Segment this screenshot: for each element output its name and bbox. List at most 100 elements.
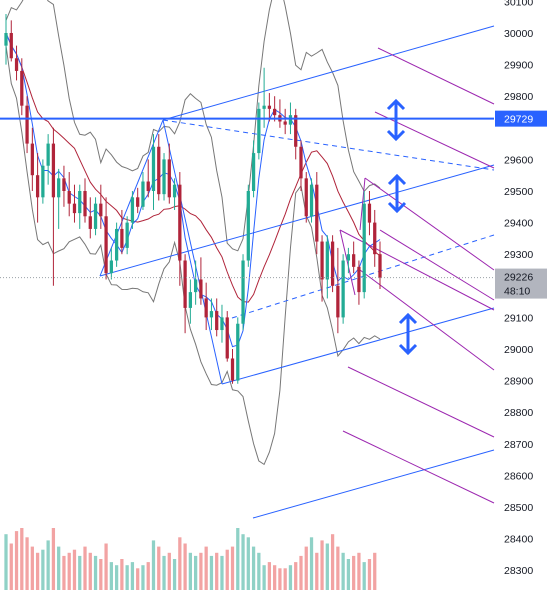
- volume-bar: [20, 528, 24, 590]
- candle: [257, 102, 261, 160]
- price-tick-label: 28500: [504, 502, 533, 514]
- candle: [4, 14, 8, 65]
- candle: [315, 172, 319, 255]
- candle-body: [141, 181, 145, 207]
- volume-bar: [352, 555, 356, 590]
- volume-bar: [172, 559, 177, 590]
- candle-body: [35, 175, 40, 198]
- price-tick-label: 30100: [504, 0, 533, 8]
- volume-bar: [194, 555, 198, 590]
- candle-body: [162, 159, 166, 195]
- volume-bar: [304, 546, 308, 590]
- candle-body: [93, 203, 98, 229]
- volume-bar: [109, 562, 113, 590]
- volume-bar: [130, 562, 135, 590]
- candle: [309, 178, 314, 223]
- candle-body: [257, 108, 261, 154]
- drawing-tools[interactable]: [99, 25, 495, 519]
- candle: [72, 184, 77, 223]
- candle-body: [178, 184, 182, 261]
- candle: [151, 134, 156, 210]
- volume-bar: [294, 562, 298, 590]
- volume-bar: [141, 565, 145, 590]
- price-axis[interactable]: 30100 30000 29900 29800 29600 29500 29400 29300…: [495, 0, 547, 577]
- candle: [251, 140, 256, 198]
- volume-bar: [320, 540, 324, 590]
- volume-bar: [51, 528, 56, 590]
- candle: [215, 298, 219, 337]
- candle-body: [72, 203, 77, 214]
- volume-bar: [114, 565, 119, 590]
- candle-body: [215, 311, 219, 331]
- candle-body: [57, 178, 61, 198]
- volume-bar: [136, 568, 140, 590]
- candle: [51, 127, 56, 286]
- fork-line-6: [347, 366, 495, 438]
- price-tick-label: 29400: [504, 218, 533, 230]
- volume-bar: [14, 531, 19, 590]
- candle-body: [114, 228, 119, 261]
- candle: [57, 168, 61, 229]
- candle-body: [273, 108, 277, 116]
- volume-bar: [183, 543, 187, 590]
- candle-body: [378, 254, 382, 278]
- volume-bar: [199, 552, 203, 590]
- candle-body: [194, 279, 198, 293]
- candle: [67, 172, 71, 217]
- price-tick-label: 28600: [504, 470, 533, 482]
- channel3-lower-line: [252, 449, 495, 519]
- bollinger-bands: [5, 0, 381, 466]
- candle-body: [20, 70, 24, 106]
- candle: [236, 317, 240, 384]
- candle-body: [51, 143, 56, 198]
- volume-bar: [257, 552, 261, 590]
- candle-body: [172, 184, 177, 198]
- candle: [283, 108, 287, 135]
- candle: [99, 184, 103, 229]
- candle: [330, 235, 335, 293]
- candle-body: [330, 241, 335, 286]
- volume-bar: [93, 555, 98, 590]
- candle-body: [367, 203, 372, 223]
- candle: [104, 197, 108, 280]
- candle-body: [9, 33, 13, 59]
- candle: [209, 298, 214, 331]
- volume-bar: [57, 546, 61, 590]
- candle-body: [25, 105, 29, 144]
- candle: [367, 191, 372, 236]
- volume-bar: [341, 552, 345, 590]
- volume-bar: [4, 534, 8, 590]
- price-tick-label: 28800: [504, 407, 533, 419]
- candle-body: [304, 178, 308, 217]
- volume-bar: [157, 546, 161, 590]
- candle-body: [130, 197, 135, 223]
- candle: [35, 153, 40, 223]
- price-line-badge: 29729: [495, 110, 547, 127]
- volume-bar: [83, 546, 87, 590]
- fork-anchor-line: [359, 177, 366, 231]
- price-tick-label: 29900: [504, 60, 533, 72]
- candle-body: [204, 298, 208, 318]
- candle-body: [183, 260, 187, 308]
- volume-bar: [162, 555, 166, 590]
- volume-bar: [78, 555, 82, 590]
- candle: [378, 241, 382, 289]
- candle-body: [120, 228, 124, 248]
- fork-line-1: [377, 47, 495, 105]
- volume-bar: [30, 546, 34, 590]
- candle-body: [362, 203, 366, 293]
- volume-bar: [41, 549, 45, 590]
- candle-body: [357, 266, 361, 293]
- price-tick-label: 29500: [504, 186, 533, 198]
- volume-bar: [241, 534, 245, 590]
- candle-body: [4, 33, 8, 46]
- volume-bar: [67, 552, 71, 590]
- price-line-badge-label: 29729: [504, 114, 533, 126]
- volume-bar: [278, 568, 282, 590]
- volume-bar: [188, 552, 192, 590]
- candle: [188, 279, 192, 324]
- volume-bar: [46, 540, 50, 590]
- price-lines: [0, 117, 494, 279]
- fork-line-5: [359, 269, 495, 371]
